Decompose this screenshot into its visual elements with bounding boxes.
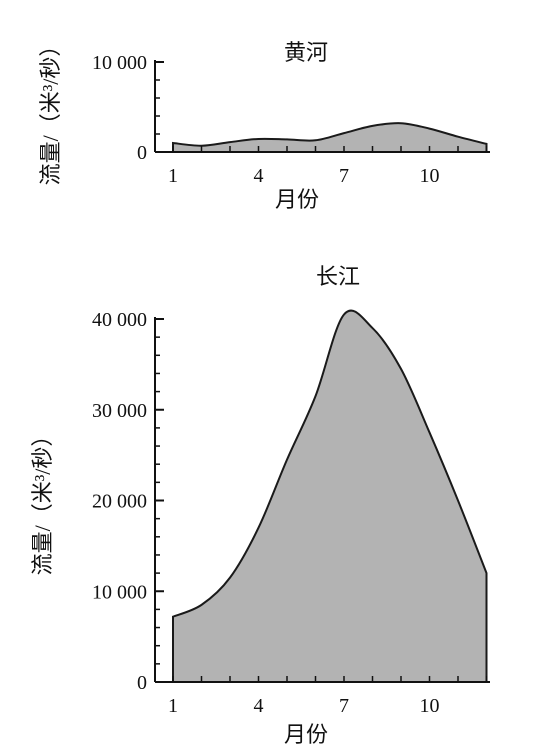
y-tick-label: 40 000	[92, 309, 147, 331]
y-axis-label: 流量/（米³/秒）	[30, 425, 55, 576]
yellow-river-flow-area	[172, 122, 488, 153]
x-tick-label: 7	[339, 695, 349, 717]
y-tick-label: 20 000	[92, 491, 147, 513]
y-tick-label: 10 000	[92, 581, 147, 603]
y-tick-label: 0	[137, 672, 147, 694]
x-tick-label: 4	[254, 165, 264, 187]
x-tick-label: 1	[168, 695, 178, 717]
chart-title: 黄河	[284, 40, 328, 65]
x-tick-label: 10	[420, 695, 440, 717]
y-axis-label: 流量/（米³/秒）	[38, 35, 63, 186]
yellow-river-chart: 0 10 000 1 4 7 10 黄河 月份 流量/（米³/秒）	[38, 35, 490, 212]
x-tick-label: 7	[339, 165, 349, 187]
x-axis-label: 月份	[284, 722, 328, 747]
x-tick-label: 4	[254, 695, 264, 717]
x-axis-label: 月份	[275, 187, 319, 212]
y-tick-label: 10 000	[92, 52, 147, 74]
x-tick-label: 1	[168, 165, 178, 187]
x-tick-label: 10	[420, 165, 440, 187]
y-tick-label: 30 000	[92, 400, 147, 422]
chart-title: 长江	[316, 264, 360, 289]
yangtze-river-flow-area	[172, 309, 488, 683]
y-tick-label: 0	[137, 142, 147, 164]
yangtze-river-chart: 0 10 000 20 000 30 000 40 000 1 4 7 10 长江 月份 流量/…	[30, 264, 490, 747]
